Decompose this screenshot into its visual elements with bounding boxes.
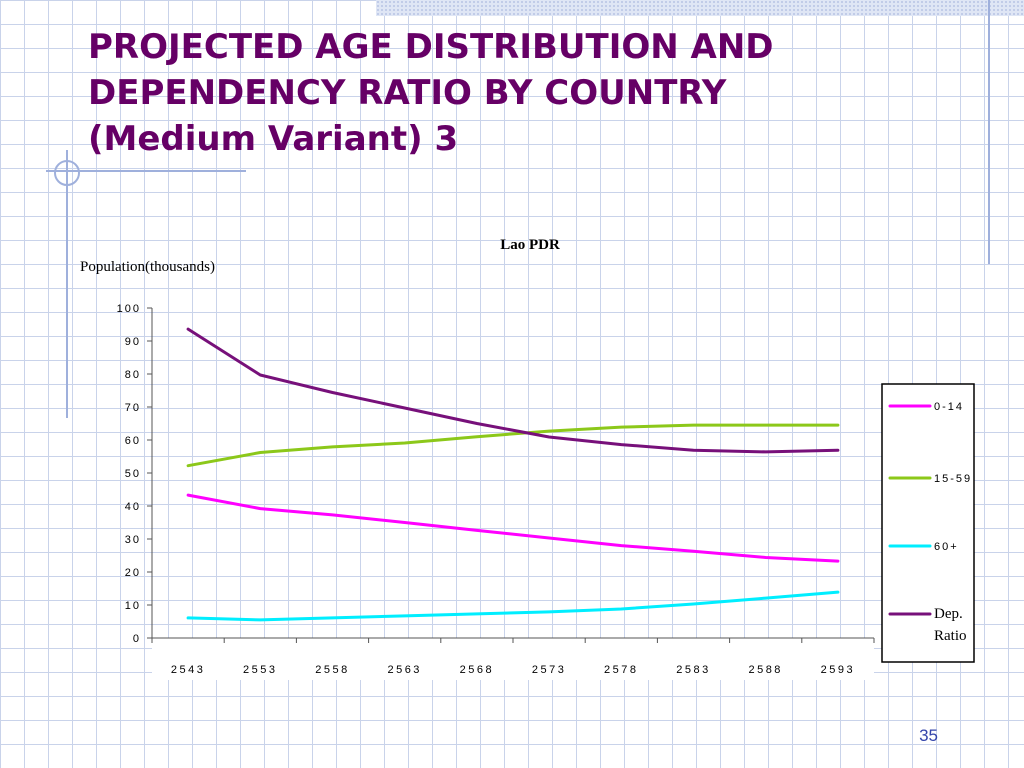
y-tick-label: 70 <box>125 402 141 414</box>
x-tick-label: 2553 <box>243 664 277 676</box>
y-tick-label: 80 <box>125 369 141 381</box>
slide-title: PROJECTED AGE DISTRIBUTION AND DEPENDENC… <box>88 24 908 162</box>
legend-label-0-14: 0-14 <box>934 401 964 413</box>
legend-label-15-59: 15-59 <box>934 473 972 485</box>
y-tick-label: 40 <box>125 501 141 513</box>
series-line-dep-ratio <box>186 327 840 454</box>
series-lines <box>186 327 840 622</box>
decorative-circle <box>54 160 80 186</box>
y-tick-label: 50 <box>125 468 141 480</box>
x-tick-label: 2573 <box>532 664 566 676</box>
y-axis-ticks: 0 10 20 30 40 50 60 70 80 90 100 <box>117 303 152 645</box>
series-line-60 <box>186 590 840 622</box>
x-tick-label: 2578 <box>604 664 638 676</box>
page-number: 35 <box>919 726 938 745</box>
legend-label-dep-ratio: Dep. Ratio <box>934 606 967 644</box>
x-tick-label: 2563 <box>387 664 421 676</box>
slide-title-line-2: DEPENDENCY RATIO BY COUNTRY <box>88 73 727 113</box>
chart-title: Lao PDR <box>500 237 560 253</box>
series-line-15-59 <box>186 423 840 468</box>
y-axis-label: Population(thousands) <box>80 259 215 275</box>
x-axis-band <box>152 638 874 680</box>
y-tick-label: 30 <box>125 534 141 546</box>
slide-title-line-1: PROJECTED AGE DISTRIBUTION AND <box>88 27 774 67</box>
legend-box <box>881 383 975 663</box>
y-tick-label: 10 <box>125 600 141 612</box>
y-tick-label: 60 <box>125 435 141 447</box>
legend-label-60: 60+ <box>934 541 959 553</box>
x-tick-label: 2583 <box>676 664 710 676</box>
decorative-horizontal-line <box>46 170 246 172</box>
series-line-0-14 <box>186 493 840 563</box>
top-decorative-band <box>376 0 1024 16</box>
x-tick-label: 2558 <box>315 664 349 676</box>
x-tick-label: 2593 <box>821 664 855 676</box>
y-tick-label: 20 <box>125 567 141 579</box>
y-tick-label: 100 <box>117 303 141 315</box>
slide-title-line-3: (Medium Variant) 3 <box>88 119 459 159</box>
legend: 0-14 15-59 60+ Dep. Ratio <box>881 383 975 663</box>
decorative-vertical-line <box>66 150 68 418</box>
x-tick-label: 2568 <box>460 664 494 676</box>
decorative-right-line <box>988 0 990 264</box>
y-tick-label: 90 <box>125 336 141 348</box>
x-tick-label: 2543 <box>171 664 205 676</box>
x-axis-ticks: 2543 2553 2558 2563 2568 2573 2578 2583 2588 2593 <box>151 638 875 676</box>
y-tick-label: 0 <box>133 633 141 645</box>
x-tick-label: 2588 <box>748 664 782 676</box>
